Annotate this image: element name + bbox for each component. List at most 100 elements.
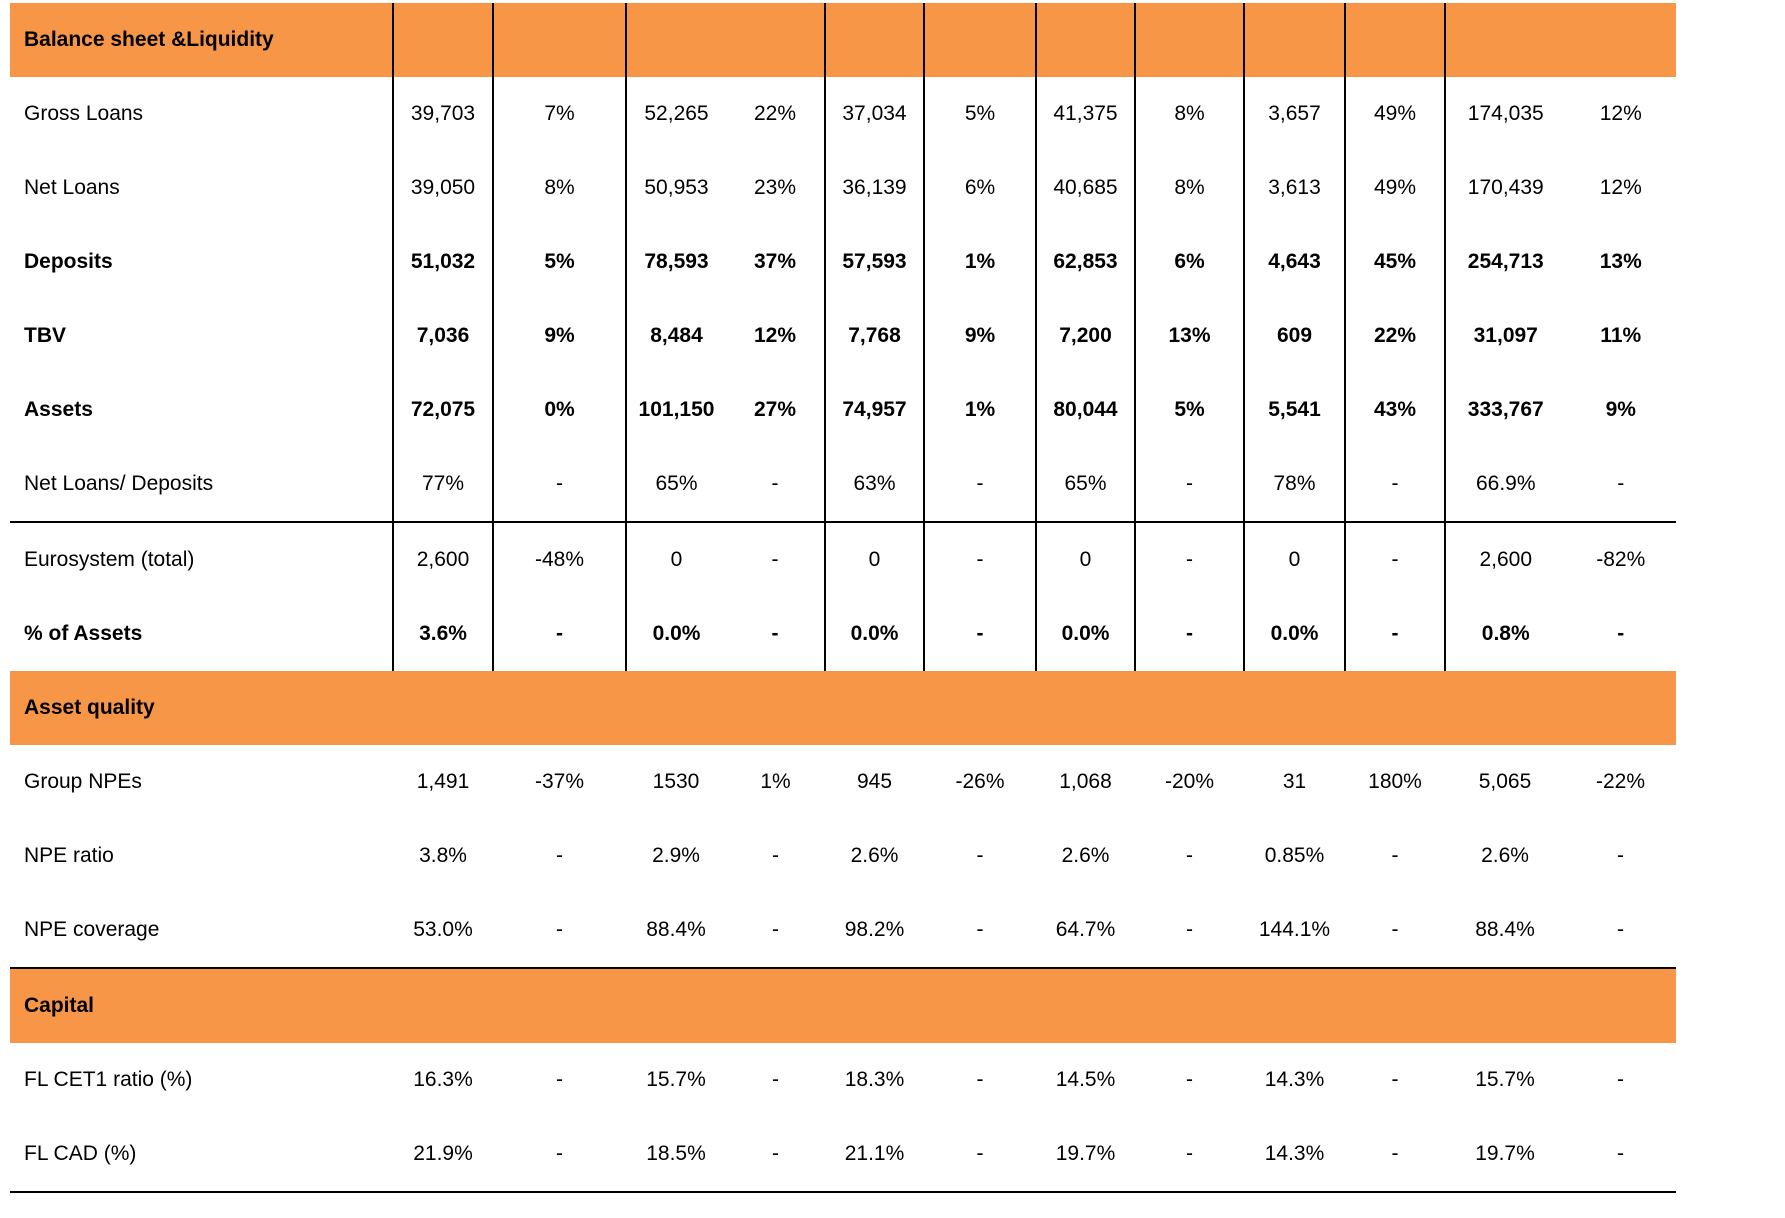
- value-cell: 88.4%: [1475, 918, 1535, 941]
- value-cell: -48%: [492, 521, 626, 597]
- header-cell: [625, 3, 726, 77]
- split-values: 31,097 11%: [1446, 324, 1676, 348]
- value-cell: -: [1344, 597, 1445, 671]
- header-cell: [1344, 3, 1445, 77]
- split-values: 0.8% -: [1446, 622, 1676, 646]
- value-cell: 180%: [1368, 770, 1422, 793]
- value-cell: 14.3%: [1244, 1117, 1345, 1193]
- value-cell: -: [772, 1068, 779, 1091]
- value-cell: -: [1344, 447, 1445, 522]
- row-label: NPE coverage: [24, 918, 160, 941]
- row-label: Net Loans: [24, 176, 120, 199]
- value-cell: 8%: [492, 151, 626, 225]
- value-cell: -: [556, 1068, 563, 1091]
- value-cell: -: [726, 1117, 825, 1193]
- value-cell: -: [493, 1117, 626, 1193]
- value-cell: 22%: [753, 102, 797, 125]
- value-cell: -: [772, 918, 779, 941]
- value-cell: 3,613: [1243, 151, 1345, 225]
- value-cell: 3.8%: [419, 844, 467, 867]
- value-cell: 3,657: [1243, 77, 1345, 151]
- value-cell: 170,439: [1467, 176, 1544, 199]
- header-cell: [392, 3, 493, 77]
- value-cell: -: [1134, 597, 1244, 671]
- value-cell: 9%: [923, 299, 1036, 373]
- value-cell: 45%: [1344, 225, 1445, 299]
- value-cell: -: [1391, 918, 1399, 941]
- value-cell: -: [492, 597, 626, 671]
- value-cell: 15.7%: [646, 1068, 706, 1091]
- value-cell: 18.3%: [844, 1068, 905, 1091]
- value-cell: 37%: [753, 250, 797, 273]
- value-cell: 1%: [923, 373, 1036, 447]
- value-cell: 62,853: [1035, 225, 1135, 299]
- table-body: Balance sheet &Liquidity Gross Loans 39,7…: [10, 3, 1676, 1193]
- value-cell: 88.4%: [646, 918, 706, 941]
- value-cell: 333,767: [1467, 398, 1544, 421]
- value-cell-group: 2,600 -82%: [1444, 521, 1676, 597]
- row-pct-assets: % of Assets 3.6% -0.0% -0.0% -0.0% -0.0% -0.8%…: [10, 597, 1676, 671]
- value-cell: -22%: [1595, 770, 1646, 793]
- value-cell: -: [1391, 844, 1399, 867]
- value-cell: 39,050: [392, 151, 493, 225]
- value-cell-group: 2.6% -: [1445, 819, 1676, 893]
- value-cell: 0.0%: [625, 597, 726, 671]
- value-cell: 1,491: [416, 770, 470, 793]
- value-cell: 5%: [923, 77, 1036, 151]
- section-header-balance: Balance sheet &Liquidity: [10, 3, 1676, 77]
- value-cell: 12%: [1599, 176, 1642, 199]
- value-cell-group: 19.7% -: [1445, 1117, 1676, 1193]
- value-cell: 98.2%: [844, 918, 905, 941]
- value-cell: 5,541: [1243, 373, 1345, 447]
- value-cell: 7,768: [824, 299, 924, 373]
- value-cell: 18.5%: [626, 1117, 726, 1193]
- value-cell: 53.0%: [413, 918, 473, 941]
- value-cell: 31,097: [1473, 324, 1538, 347]
- value-cell: 8%: [1134, 77, 1244, 151]
- row-gross-loans: Gross Loans 39,703 7% 52,265 22% 37,034 5% 41,3…: [10, 77, 1676, 151]
- value-cell: -: [771, 472, 779, 495]
- value-cell: 2,600: [1479, 548, 1533, 571]
- row-eurosystem: Eurosystem (total) 2,600 -48% 0-0-0-0-2,600…: [10, 521, 1676, 597]
- value-cell: 1,068: [1059, 770, 1112, 793]
- value-cell: -: [1186, 918, 1193, 941]
- value-cell: -37%: [534, 770, 585, 793]
- value-cell: 12%: [1599, 102, 1642, 125]
- value-cell: 14.5%: [1055, 1068, 1116, 1091]
- value-cell: 50,953: [625, 151, 726, 225]
- value-cell: 144.1%: [1258, 918, 1331, 941]
- value-cell: -: [556, 918, 563, 941]
- value-cell: 80,044: [1035, 373, 1135, 447]
- row-label: FL CAD (%): [10, 1117, 393, 1193]
- value-cell: -: [976, 1068, 984, 1091]
- section-title: Asset quality: [10, 671, 393, 745]
- value-cell: 0: [1035, 521, 1135, 597]
- row-label: Gross Loans: [24, 102, 144, 125]
- row-label: FL CET1 ratio (%): [24, 1068, 193, 1091]
- value-cell: 39,703: [392, 77, 493, 151]
- value-cell: 6%: [923, 151, 1036, 225]
- value-cell: 174,035: [1467, 102, 1544, 125]
- value-cell: 63%: [824, 447, 924, 522]
- value-cell: 0%: [492, 373, 626, 447]
- row-label: Eurosystem (total): [10, 521, 393, 597]
- value-cell: 78%: [1243, 447, 1345, 522]
- value-cell: -: [1344, 521, 1445, 597]
- row-npe-coverage: NPE coverage 53.0% - 88.4% - 98.2% - 64.7% - 144.…: [10, 893, 1676, 968]
- value-cell: 2.6%: [1481, 844, 1529, 867]
- value-cell: 65%: [625, 447, 726, 522]
- split-values: 5,065 -22%: [1445, 770, 1676, 794]
- value-cell-group: 88.4% -: [1445, 893, 1676, 968]
- split-values: 2.6% -: [1445, 844, 1676, 868]
- value-cell: -: [1617, 1068, 1624, 1091]
- row-net-loans: Net Loans 39,050 8% 50,953 23% 36,139 6% 40,685…: [10, 151, 1676, 225]
- value-cell: 1%: [923, 225, 1036, 299]
- value-cell: -: [1134, 447, 1244, 522]
- value-cell: 9%: [1605, 398, 1636, 421]
- value-cell: -: [1186, 1068, 1193, 1091]
- value-cell: 52,265: [625, 77, 726, 151]
- split-values: 15.7% -: [1445, 1068, 1676, 1092]
- value-cell: 8%: [1134, 151, 1244, 225]
- value-cell: 31: [1282, 770, 1307, 793]
- row-label: TBV: [24, 324, 66, 347]
